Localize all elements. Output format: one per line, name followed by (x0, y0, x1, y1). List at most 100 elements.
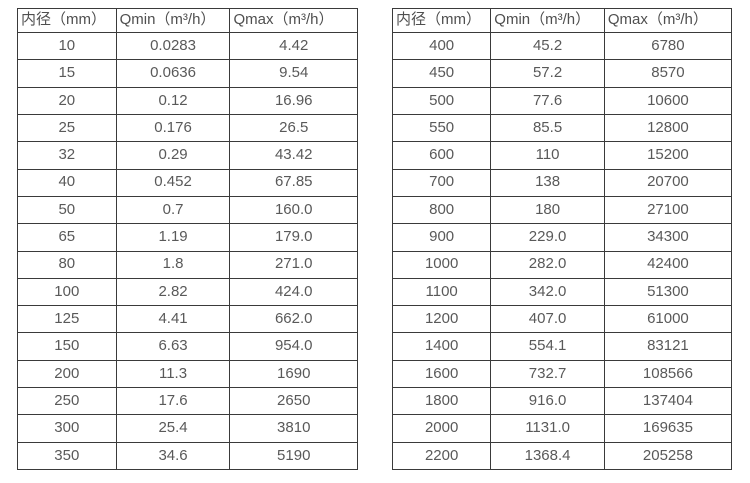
table-row: 20 0.12 16.96 (17, 86, 358, 115)
diameter-cell: 80 (17, 250, 117, 279)
table-row: 25 0.176 26.5 (17, 113, 358, 143)
diameter-cell: 1800 (391, 387, 492, 416)
qmin-cell: 45.2 (490, 31, 605, 61)
table-row: 350 34.6 5190 (17, 441, 358, 471)
qmin-cell: 1.19 (115, 223, 231, 252)
qmax-cell: 10600 (603, 86, 733, 115)
qmax-cell: 43.42 (229, 141, 358, 170)
table-row: 40 0.452 67.85 (17, 168, 358, 197)
table-row: 500 77.6 10600 (391, 86, 733, 115)
table-row: 150 6.63 954.0 (17, 332, 358, 361)
diameter-cell: 300 (17, 414, 117, 443)
diameter-cell: 800 (391, 195, 492, 225)
qmin-cell: 554.1 (490, 332, 605, 361)
qmax-column-header: Qmax（m³/h） (229, 8, 358, 33)
diameter-cell: 600 (391, 141, 492, 170)
diameter-cell: 65 (17, 223, 117, 252)
header-row: 内径（mm） Qmin（m³/h） Qmax（m³/h） (17, 8, 358, 33)
qmax-cell: 34300 (603, 223, 733, 252)
qmin-cell: 1.8 (115, 250, 231, 279)
qmax-cell: 42400 (603, 250, 733, 279)
qmax-column-header: Qmax（m³/h） (603, 8, 733, 33)
table-row: 1800 916.0 137404 (391, 387, 733, 416)
diameter-cell: 350 (17, 441, 117, 471)
diameter-cell: 50 (17, 195, 117, 225)
qmin-cell: 34.6 (115, 441, 231, 471)
qmin-cell: 2.82 (115, 277, 231, 307)
qmin-cell: 282.0 (490, 250, 605, 279)
diameter-cell: 1100 (391, 277, 492, 307)
table-row: 80 1.8 271.0 (17, 250, 358, 279)
table-row: 1600 732.7 108566 (391, 359, 733, 389)
table-row: 2000 1131.0 169635 (391, 414, 733, 443)
qmax-cell: 27100 (603, 195, 733, 225)
qmax-cell: 271.0 (229, 250, 358, 279)
diameter-cell: 500 (391, 86, 492, 115)
qmax-cell: 954.0 (229, 332, 358, 361)
diameter-cell: 1000 (391, 250, 492, 279)
table-row: 600 110 15200 (391, 141, 733, 170)
qmin-cell: 138 (490, 168, 605, 197)
diameter-cell: 20 (17, 86, 117, 115)
diameter-cell: 700 (391, 168, 492, 197)
qmin-column-header: Qmin（m³/h） (490, 8, 605, 33)
diameter-cell: 100 (17, 277, 117, 307)
table-row: 800 180 27100 (391, 195, 733, 225)
qmin-cell: 0.29 (115, 141, 231, 170)
qmin-cell: 1131.0 (490, 414, 605, 443)
qmin-cell: 110 (490, 141, 605, 170)
qmax-cell: 9.54 (229, 59, 358, 88)
diameter-cell: 10 (17, 31, 117, 61)
diameter-cell: 15 (17, 59, 117, 88)
qmax-cell: 12800 (603, 113, 733, 143)
qmax-cell: 26.5 (229, 113, 358, 143)
qmax-cell: 83121 (603, 332, 733, 361)
qmin-cell: 0.0283 (115, 31, 231, 61)
qmax-cell: 51300 (603, 277, 733, 307)
flow-rate-table-large-diameters: 内径（mm） Qmin（m³/h） Qmax（m³/h） 400 45.2 6780… (391, 8, 733, 471)
table-row: 100 2.82 424.0 (17, 277, 358, 307)
diameter-cell: 25 (17, 113, 117, 143)
qmin-cell: 0.176 (115, 113, 231, 143)
table-row: 300 25.4 3810 (17, 414, 358, 443)
table-body: 10 0.0283 4.42 15 0.0636 9.54 20 0.12 16.96 25 0.1… (17, 31, 358, 471)
qmin-cell: 0.12 (115, 86, 231, 115)
table-row: 1400 554.1 83121 (391, 332, 733, 361)
qmax-cell: 2650 (229, 387, 358, 416)
qmin-cell: 25.4 (115, 414, 231, 443)
qmin-cell: 85.5 (490, 113, 605, 143)
table-row: 900 229.0 34300 (391, 223, 733, 252)
flow-rate-table-small-diameters: 内径（mm） Qmin（m³/h） Qmax（m³/h） 10 0.0283 4.4… (17, 8, 358, 471)
table-row: 200 11.3 1690 (17, 359, 358, 389)
qmax-cell: 5190 (229, 441, 358, 471)
qmin-cell: 1368.4 (490, 441, 605, 471)
diameter-column-header: 内径（mm） (17, 8, 117, 33)
qmin-cell: 17.6 (115, 387, 231, 416)
qmax-cell: 662.0 (229, 305, 358, 334)
qmax-cell: 160.0 (229, 195, 358, 225)
diameter-cell: 150 (17, 332, 117, 361)
table-row: 1000 282.0 42400 (391, 250, 733, 279)
qmin-cell: 0.7 (115, 195, 231, 225)
table-row: 450 57.2 8570 (391, 59, 733, 88)
qmin-cell: 732.7 (490, 359, 605, 389)
qmax-cell: 15200 (603, 141, 733, 170)
qmin-cell: 0.0636 (115, 59, 231, 88)
table-row: 250 17.6 2650 (17, 387, 358, 416)
qmin-cell: 57.2 (490, 59, 605, 88)
diameter-cell: 900 (391, 223, 492, 252)
diameter-cell: 1200 (391, 305, 492, 334)
qmax-cell: 4.42 (229, 31, 358, 61)
qmin-cell: 180 (490, 195, 605, 225)
qmin-cell: 342.0 (490, 277, 605, 307)
diameter-cell: 200 (17, 359, 117, 389)
table-row: 10 0.0283 4.42 (17, 31, 358, 61)
qmax-cell: 424.0 (229, 277, 358, 307)
qmax-cell: 8570 (603, 59, 733, 88)
qmax-cell: 1690 (229, 359, 358, 389)
qmin-cell: 229.0 (490, 223, 605, 252)
table-row: 125 4.41 662.0 (17, 305, 358, 334)
table-row: 50 0.7 160.0 (17, 195, 358, 225)
diameter-column-header: 内径（mm） (391, 8, 492, 33)
